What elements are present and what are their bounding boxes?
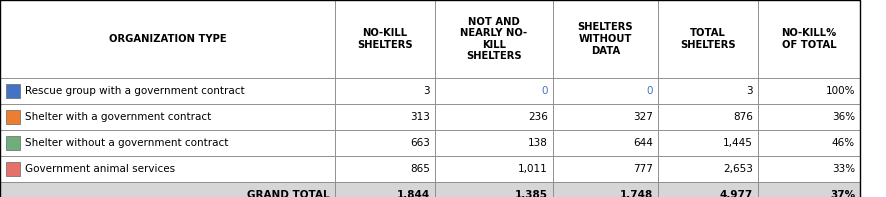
Bar (0, 78, 335, 104)
Text: NOT AND
NEARLY NO-
KILL
SHELTERS: NOT AND NEARLY NO- KILL SHELTERS (460, 17, 527, 61)
Bar (552, 78, 657, 104)
Bar (434, 104, 552, 130)
Text: 663: 663 (409, 138, 430, 148)
Bar (657, 182, 758, 197)
Bar (657, 104, 758, 130)
Bar (657, 130, 758, 156)
Bar (758, 0, 859, 78)
Text: 865: 865 (409, 164, 430, 174)
Bar (758, 78, 859, 104)
Text: NO-KILL
SHELTERS: NO-KILL SHELTERS (357, 28, 412, 50)
Text: 313: 313 (409, 112, 430, 122)
Bar (552, 156, 657, 182)
Text: TOTAL
SHELTERS: TOTAL SHELTERS (680, 28, 735, 50)
Bar (434, 0, 552, 78)
Text: 644: 644 (633, 138, 652, 148)
Text: 37%: 37% (829, 190, 854, 197)
Text: 236: 236 (527, 112, 548, 122)
Bar (657, 78, 758, 104)
Bar (434, 130, 552, 156)
Text: GRAND TOTAL: GRAND TOTAL (247, 190, 330, 197)
Bar (434, 156, 552, 182)
Text: Shelter with a government contract: Shelter with a government contract (25, 112, 211, 122)
Bar (335, 130, 434, 156)
Bar (335, 104, 434, 130)
Bar (335, 182, 434, 197)
Bar (758, 182, 859, 197)
Text: 46%: 46% (831, 138, 854, 148)
Bar (434, 78, 552, 104)
Bar (758, 130, 859, 156)
Text: 1,011: 1,011 (517, 164, 548, 174)
Bar (0, 156, 335, 182)
Text: 1,385: 1,385 (515, 190, 548, 197)
Bar (552, 104, 657, 130)
Text: 1,844: 1,844 (396, 190, 430, 197)
Bar (0, 0, 335, 78)
Text: SHELTERS
WITHOUT
DATA: SHELTERS WITHOUT DATA (577, 22, 633, 56)
Text: 876: 876 (733, 112, 752, 122)
Bar (335, 156, 434, 182)
Bar (657, 0, 758, 78)
Bar (758, 156, 859, 182)
Bar (657, 156, 758, 182)
Bar (6, 110, 20, 124)
Text: 36%: 36% (831, 112, 854, 122)
Bar (0, 130, 335, 156)
Text: 3: 3 (745, 86, 752, 96)
Text: ORGANIZATION TYPE: ORGANIZATION TYPE (109, 34, 226, 44)
Bar (0, 182, 335, 197)
Bar (6, 162, 20, 176)
Bar (552, 130, 657, 156)
Bar (335, 78, 434, 104)
Bar (6, 136, 20, 150)
Text: 33%: 33% (831, 164, 854, 174)
Bar (434, 182, 552, 197)
Bar (6, 84, 20, 98)
Text: 0: 0 (540, 86, 548, 96)
Text: 2,653: 2,653 (722, 164, 752, 174)
Bar (552, 0, 657, 78)
Text: NO-KILL%
OF TOTAL: NO-KILL% OF TOTAL (781, 28, 835, 50)
Text: 100%: 100% (825, 86, 854, 96)
Text: 0: 0 (646, 86, 652, 96)
Text: Shelter without a government contract: Shelter without a government contract (25, 138, 228, 148)
Text: 327: 327 (633, 112, 652, 122)
Text: 1,748: 1,748 (619, 190, 652, 197)
Text: Government animal services: Government animal services (25, 164, 175, 174)
Bar (335, 0, 434, 78)
Text: 1,445: 1,445 (722, 138, 752, 148)
Text: 138: 138 (527, 138, 548, 148)
Text: 3: 3 (423, 86, 430, 96)
Text: Rescue group with a government contract: Rescue group with a government contract (25, 86, 245, 96)
Bar (552, 182, 657, 197)
Bar (0, 104, 335, 130)
Text: 777: 777 (633, 164, 652, 174)
Bar (758, 104, 859, 130)
Text: 4,977: 4,977 (719, 190, 752, 197)
